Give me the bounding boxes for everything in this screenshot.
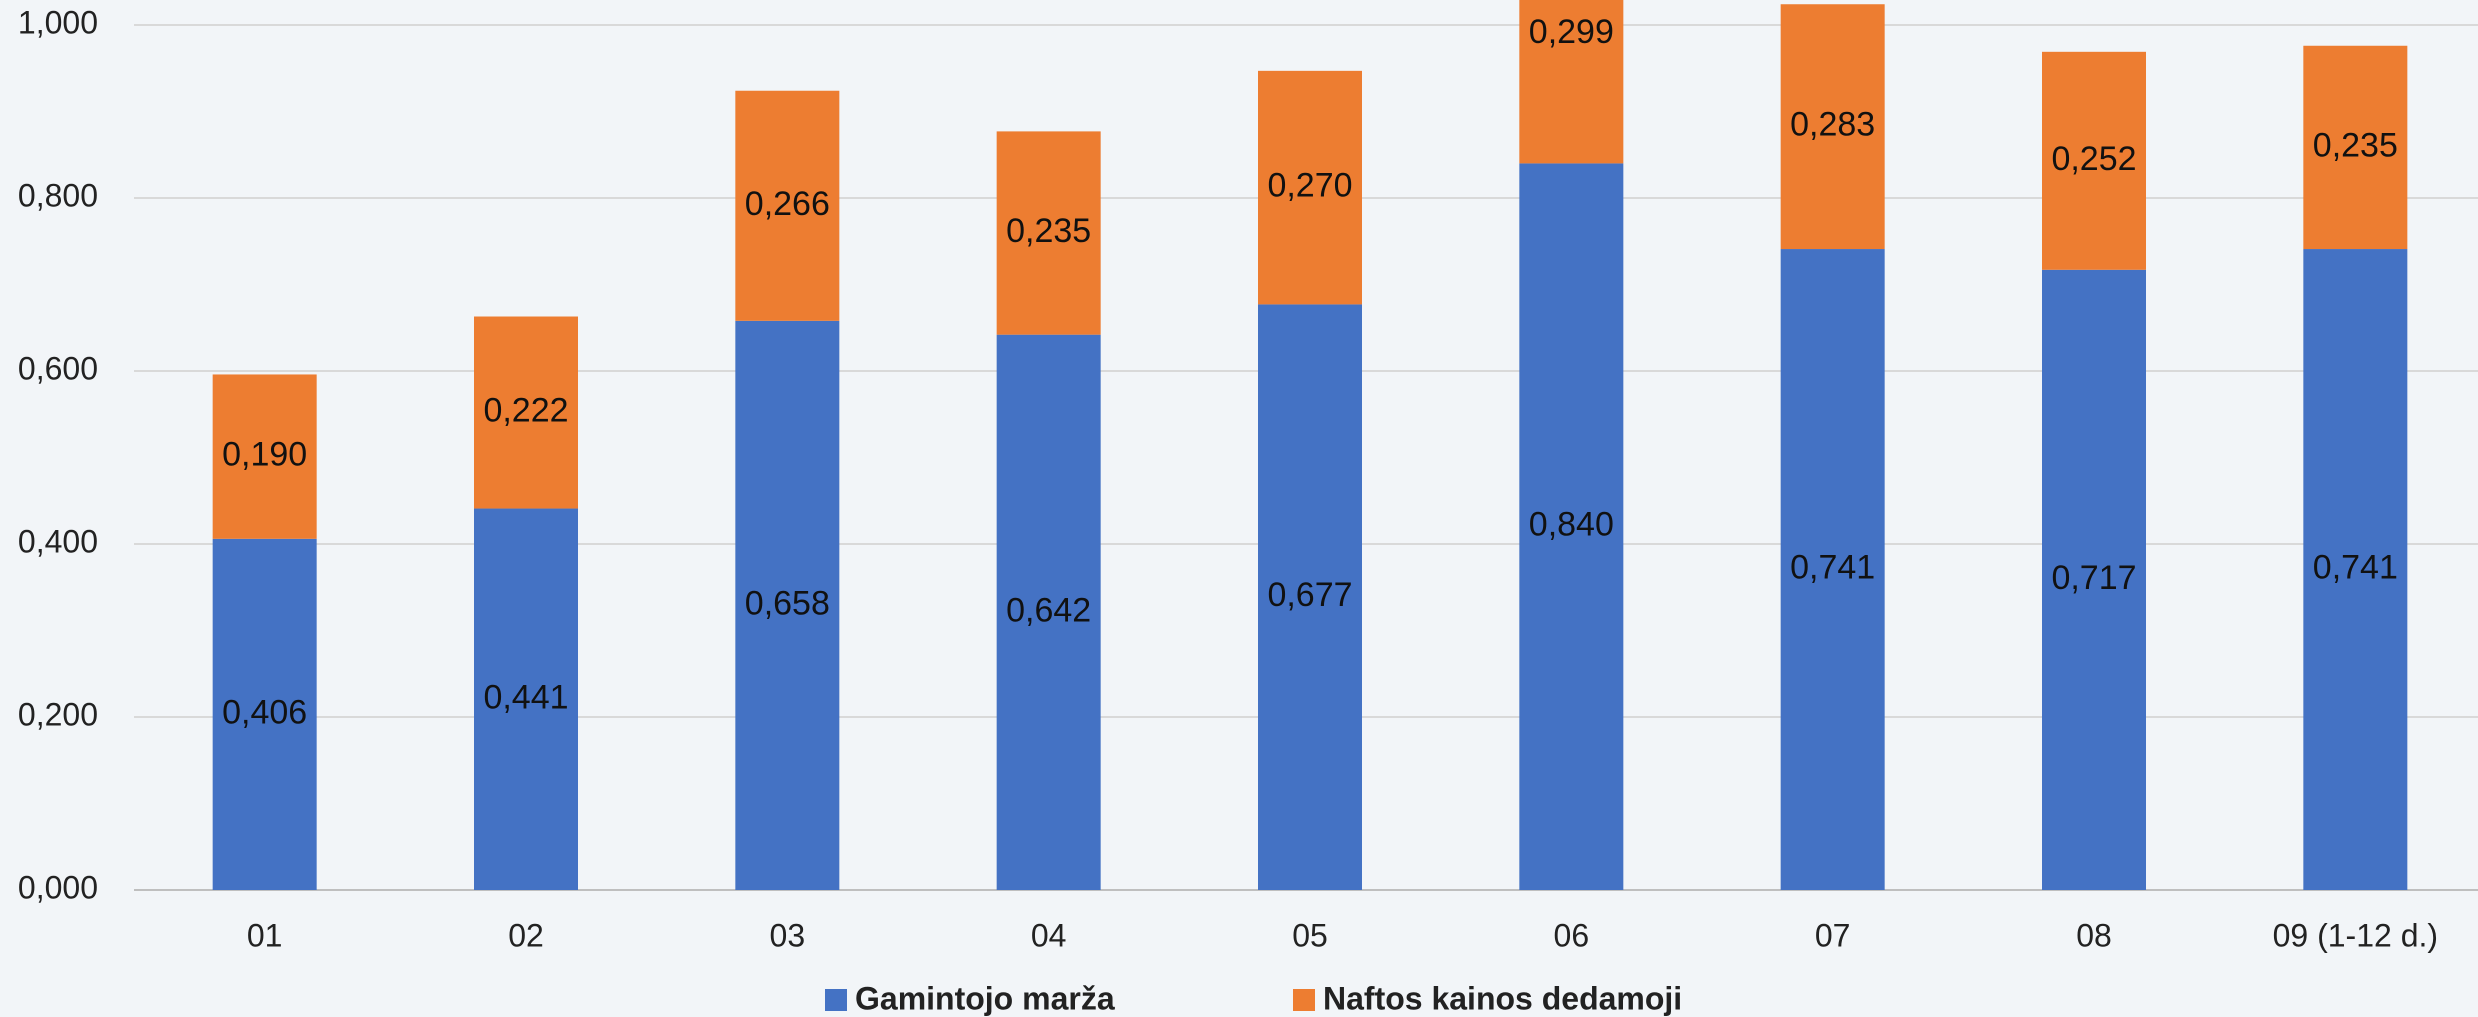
x-tick-label: 03 [770, 917, 806, 953]
data-label: 0,741 [2313, 549, 2398, 587]
bar-segment [474, 508, 578, 890]
bar-segment [212, 538, 317, 890]
bar-segment [1519, 0, 1624, 164]
y-tick-label: 0,200 [18, 696, 98, 732]
bar-segment [735, 90, 840, 321]
data-label: 0,270 [1267, 167, 1352, 205]
x-tick-label: 02 [508, 917, 544, 953]
bar-segment [212, 374, 317, 539]
bar-segment [1519, 163, 1624, 890]
data-label: 0,252 [2051, 140, 2136, 178]
bar-segment [996, 131, 1101, 335]
y-tick-label: 0,600 [18, 350, 98, 386]
x-tick-label: 08 [2076, 917, 2112, 953]
data-label: 0,441 [483, 678, 568, 716]
bar-segment [2042, 269, 2146, 890]
legend-swatch [1293, 989, 1315, 1011]
x-tick-label: 01 [247, 917, 283, 953]
data-label: 0,190 [222, 436, 307, 474]
bar-segment [2303, 249, 2408, 890]
bar-segment [1258, 304, 1362, 890]
bar-segment [735, 320, 840, 891]
data-label: 0,741 [1790, 549, 1875, 587]
x-tick-label: 07 [1815, 917, 1851, 953]
data-label: 0,840 [1529, 506, 1614, 544]
bar-segment [996, 334, 1101, 890]
y-tick-label: 1,000 [18, 4, 98, 40]
x-tick-label: 05 [1292, 917, 1328, 953]
y-tick-label: 0,800 [18, 177, 98, 213]
bar-segment [474, 316, 578, 509]
y-tick-label: 0,400 [18, 523, 98, 559]
data-label: 0,642 [1006, 591, 1091, 629]
data-label: 0,222 [483, 392, 568, 430]
data-label: 0,717 [2051, 559, 2136, 597]
bar-segment [2042, 51, 2146, 270]
legend-label: Naftos kainos dedamoji [1323, 980, 1682, 1016]
data-label: 0,677 [1267, 576, 1352, 614]
data-label: 0,235 [2313, 126, 2398, 164]
x-tick-label: 09 (1-12 d.) [2273, 917, 2438, 953]
x-tick-label: 04 [1031, 917, 1067, 953]
y-tick-label: 0,000 [18, 869, 98, 905]
bar-segment [1258, 70, 1362, 305]
x-tick-label: 06 [1554, 917, 1590, 953]
data-label: 0,283 [1790, 106, 1875, 144]
bar-segment [1780, 4, 1885, 250]
legend-label: Gamintojo marža [855, 980, 1115, 1016]
data-label: 0,266 [745, 185, 830, 223]
bar-segment [1780, 249, 1885, 890]
bar-segment [2303, 45, 2408, 250]
data-label: 0,299 [1529, 13, 1614, 51]
data-label: 0,406 [222, 693, 307, 731]
legend-swatch [825, 989, 847, 1011]
data-label: 0,658 [745, 584, 830, 622]
data-label: 0,235 [1006, 212, 1091, 250]
